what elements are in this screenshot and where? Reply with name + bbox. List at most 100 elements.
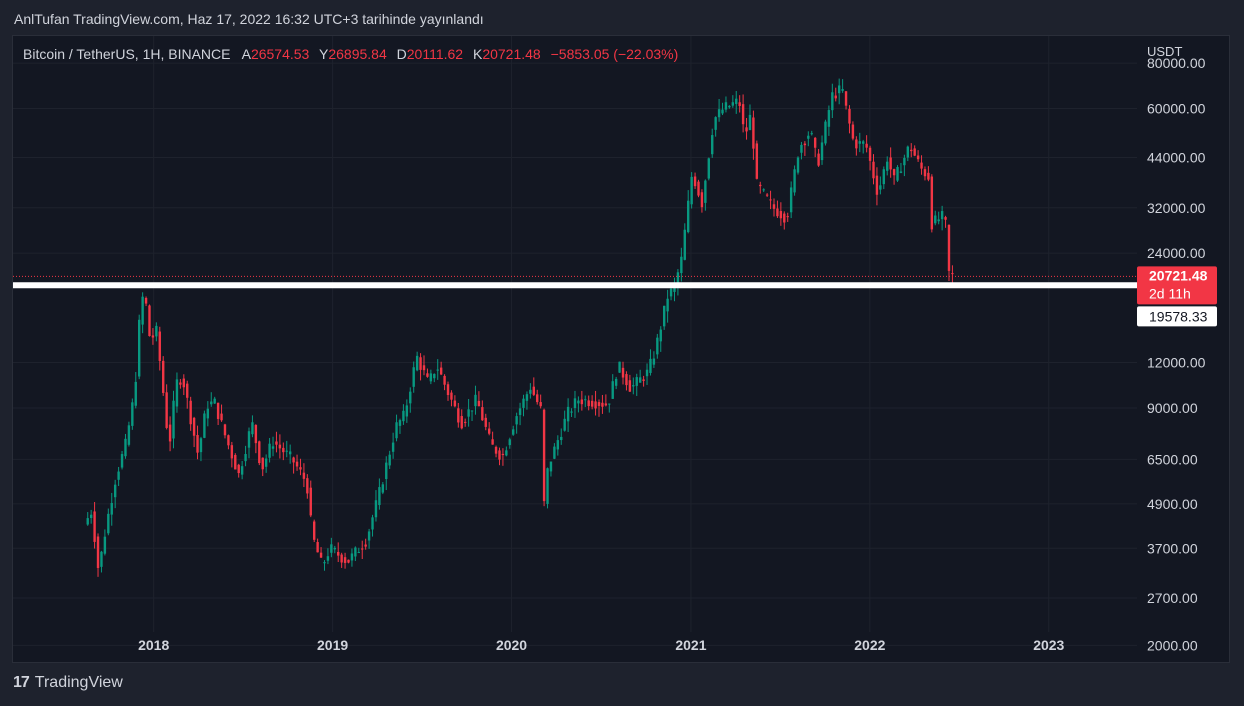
candle-body: [251, 422, 254, 435]
price-tick-label: 9000.00: [1147, 400, 1198, 416]
candle-body: [738, 102, 741, 106]
candle-body: [762, 189, 765, 191]
candle-body: [837, 85, 841, 94]
footer: 17 TradingView: [13, 674, 123, 692]
candle-body: [385, 462, 388, 480]
candle-body: [86, 518, 89, 525]
candle-body: [491, 439, 494, 445]
candle-body: [137, 319, 141, 377]
candle-body: [518, 408, 522, 415]
candle-body: [419, 357, 422, 370]
candle-body: [426, 373, 429, 377]
candle-body: [913, 148, 916, 156]
candle-body: [216, 402, 220, 419]
candle-body: [467, 409, 470, 417]
candle-body: [584, 399, 587, 401]
candle-body: [930, 176, 934, 230]
candle-body: [803, 143, 807, 146]
candle-body: [134, 381, 137, 406]
candle-body: [439, 367, 443, 375]
publish-info: AnlTufan TradingView.com, Haz 17, 2022 1…: [14, 11, 484, 27]
last-price-label: 20721.48 2d 11h: [1137, 266, 1217, 305]
candle-body: [141, 296, 144, 325]
candle-body: [189, 400, 192, 425]
candle-body: [361, 548, 364, 550]
price-tick-label: 60000.00: [1147, 101, 1206, 117]
candle-body: [728, 105, 731, 108]
candle-body: [240, 466, 244, 475]
candle-body: [391, 442, 395, 452]
candle-body: [96, 536, 100, 568]
candle-body: [704, 180, 707, 203]
price-tick-label: 4900.00: [1147, 496, 1198, 512]
candle-body: [862, 141, 865, 144]
time-tick-label: 2022: [854, 637, 885, 653]
price-tick-label: 12000.00: [1147, 355, 1206, 371]
candle-body: [868, 147, 872, 161]
candle-body: [405, 405, 409, 417]
candle-body: [113, 484, 117, 498]
brand-name: TradingView: [34, 674, 123, 691]
legend-close-value: 20721.48: [482, 46, 541, 62]
candle-body: [155, 325, 158, 337]
price-tick-label: 32000.00: [1147, 200, 1206, 216]
candle-body: [186, 383, 189, 398]
candle-body: [261, 457, 264, 470]
candle-body: [700, 192, 704, 208]
candle-body: [573, 398, 577, 409]
candle-body: [429, 373, 433, 382]
candle-body: [515, 416, 518, 425]
last-price-value: 20721.48: [1149, 267, 1208, 283]
candle-body: [230, 445, 234, 459]
candle-body: [460, 416, 463, 429]
candle-body: [542, 409, 546, 502]
candle-body: [635, 377, 638, 386]
candle-body: [745, 127, 748, 132]
candle-body: [457, 408, 460, 423]
candle-body: [474, 394, 477, 407]
candle-body: [844, 91, 848, 106]
chart-panel[interactable]: Bitcoin / TetherUS, 1H, BINANCE A26574.5…: [12, 35, 1230, 663]
candle-body: [107, 513, 110, 534]
candle-body: [285, 450, 288, 452]
candle-body: [295, 461, 299, 467]
time-tick-label: 2023: [1033, 637, 1064, 653]
candle-body: [721, 109, 724, 114]
candle-body: [851, 124, 855, 139]
time-axis[interactable]: 2018 2019 2020 2021 2022 2023: [138, 637, 1064, 653]
candle-body: [223, 424, 227, 436]
candle-body: [179, 382, 182, 385]
candle-body: [89, 514, 93, 518]
candle-body: [879, 185, 882, 190]
candle-body: [453, 400, 457, 407]
candle-body: [409, 391, 412, 404]
candle-body: [649, 358, 652, 373]
time-tick-label: 2021: [675, 637, 706, 653]
candle-body: [127, 425, 131, 445]
candle-body: [759, 184, 762, 187]
candle-body: [330, 544, 333, 553]
candle-body: [237, 464, 240, 474]
candle-body: [412, 367, 415, 387]
price-chart[interactable]: Bitcoin / TetherUS, 1H, BINANCE A26574.5…: [13, 36, 1229, 662]
candle-body: [724, 102, 728, 110]
candle-body: [711, 135, 714, 155]
candle-body: [934, 215, 937, 224]
candle-body: [299, 467, 302, 470]
candle-body: [333, 547, 336, 550]
candle-body: [162, 360, 165, 393]
candle-body: [182, 378, 186, 388]
candle-body: [337, 551, 340, 556]
tradingview-logo-icon: 17: [13, 674, 30, 691]
candle-body: [810, 133, 813, 135]
candle-body: [402, 410, 405, 422]
candle-body: [340, 554, 343, 563]
candle-body: [536, 394, 539, 403]
candle-body: [192, 417, 196, 436]
currency-label: USDT: [1147, 44, 1182, 59]
price-axis[interactable]: USDT 80000.00 60000.00 44000.00 32000.00 240…: [1147, 44, 1206, 653]
legend-close-label: K: [473, 46, 483, 62]
legend-low-value: 20111.62: [407, 46, 464, 62]
candle-body: [824, 121, 827, 144]
candle-body: [707, 158, 710, 179]
